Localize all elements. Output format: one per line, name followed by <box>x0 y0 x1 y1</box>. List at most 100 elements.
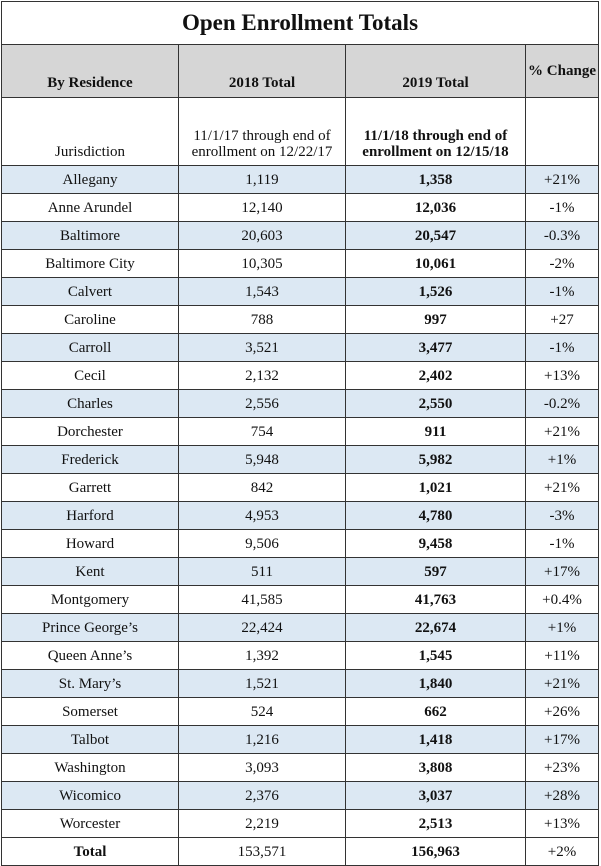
table-row: Montgomery 41,585 41,763 +0.4% <box>1 585 600 614</box>
table-row: Worcester 2,219 2,513 +13% <box>1 809 600 838</box>
table-row: Garrett 842 1,021 +21% <box>1 473 600 502</box>
table-row: Total 153,571 156,963 +2% <box>1 837 600 866</box>
table-cell: +21% <box>524 669 600 698</box>
table-cell: -1% <box>524 277 600 306</box>
table-row: Cecil 2,132 2,402 +13% <box>1 361 600 390</box>
table-cell: Carroll <box>1 333 179 362</box>
table-cell: 1,840 <box>345 669 526 698</box>
table-cell: Baltimore <box>1 221 179 250</box>
table-cell: 3,093 <box>178 753 346 782</box>
table-cell: 20,547 <box>345 221 526 250</box>
table-cell: 662 <box>345 697 526 726</box>
table-cell: 41,763 <box>345 585 526 614</box>
header-cell: By Residence <box>1 44 179 98</box>
table-cell: 842 <box>178 473 346 502</box>
table-title: Open Enrollment Totals <box>0 1 600 45</box>
table-cell: 1,119 <box>178 165 346 194</box>
table-cell: 2,132 <box>178 361 346 390</box>
table-cell: Howard <box>1 529 179 558</box>
table-cell: +23% <box>524 753 600 782</box>
table-cell: Calvert <box>1 277 179 306</box>
table-cell: Garrett <box>1 473 179 502</box>
table-cell: 5,982 <box>345 445 526 474</box>
table-cell: +1% <box>524 613 600 642</box>
table-cell: +11% <box>524 641 600 670</box>
table-cell: St. Mary’s <box>1 669 179 698</box>
table-cell: Talbot <box>1 725 179 754</box>
table-row: Dorchester 754 911 +21% <box>1 417 600 446</box>
table-row: Prince George’s 22,424 22,674 +1% <box>1 613 600 642</box>
table-cell: 1,392 <box>178 641 346 670</box>
table-body: Allegany 1,119 1,358 +21% Anne Arundel 12,140… <box>1 165 600 866</box>
table-cell: Total <box>1 837 179 866</box>
table-row: Talbot 1,216 1,418 +17% <box>1 725 600 754</box>
table-row: Kent 511 597 +17% <box>1 557 600 586</box>
table-cell: 12,140 <box>178 193 346 222</box>
table-row: Howard 9,506 9,458 -1% <box>1 529 600 558</box>
table-cell: 4,953 <box>178 501 346 530</box>
table-cell: 41,585 <box>178 585 346 614</box>
table-row: Calvert 1,543 1,526 -1% <box>1 277 600 306</box>
table-cell: 2,513 <box>345 809 526 838</box>
table-cell: 1,418 <box>345 725 526 754</box>
table-cell: Washington <box>1 753 179 782</box>
table-row: Caroline 788 997 +27 <box>1 305 600 334</box>
table-row: Baltimore 20,603 20,547 -0.3% <box>1 221 600 250</box>
table-cell: -1% <box>524 193 600 222</box>
table-cell: 2,556 <box>178 389 346 418</box>
table-row: Baltimore City 10,305 10,061 -2% <box>1 249 600 278</box>
subheader-cell: Jurisdiction <box>1 97 179 166</box>
header-cell: 2019 Total <box>345 44 526 98</box>
header-cell: 2018 Total <box>178 44 346 98</box>
table-cell: Allegany <box>1 165 179 194</box>
table-cell: 1,021 <box>345 473 526 502</box>
table-cell: +21% <box>524 473 600 502</box>
table-cell: +17% <box>524 557 600 586</box>
table-cell: 3,808 <box>345 753 526 782</box>
table-row: Queen Anne’s 1,392 1,545 +11% <box>1 641 600 670</box>
table-cell: 1,543 <box>178 277 346 306</box>
table-cell: 2,402 <box>345 361 526 390</box>
table-cell: 911 <box>345 417 526 446</box>
table-cell: 5,948 <box>178 445 346 474</box>
table-row: Allegany 1,119 1,358 +21% <box>1 165 600 194</box>
table-cell: +13% <box>524 809 600 838</box>
subheader-cell: 11/1/18 through end of enrollment on 12/… <box>345 97 526 166</box>
table-cell: +26% <box>524 697 600 726</box>
table-cell: Prince George’s <box>1 613 179 642</box>
table-cell: Montgomery <box>1 585 179 614</box>
table-row: St. Mary’s 1,521 1,840 +21% <box>1 669 600 698</box>
table-cell: 997 <box>345 305 526 334</box>
table-cell: 4,780 <box>345 501 526 530</box>
table-cell: Baltimore City <box>1 249 179 278</box>
table-cell: Frederick <box>1 445 179 474</box>
table-row: Washington 3,093 3,808 +23% <box>1 753 600 782</box>
subheader-cell <box>524 97 600 166</box>
table-cell: +21% <box>524 417 600 446</box>
table-row: Frederick 5,948 5,982 +1% <box>1 445 600 474</box>
table-cell: +28% <box>524 781 600 810</box>
header-cell: % Change <box>524 44 600 98</box>
table-row: Harford 4,953 4,780 -3% <box>1 501 600 530</box>
table-cell: 3,477 <box>345 333 526 362</box>
table-cell: Worcester <box>1 809 179 838</box>
table-cell: 2,219 <box>178 809 346 838</box>
table-cell: 754 <box>178 417 346 446</box>
table-cell: 1,216 <box>178 725 346 754</box>
table-cell: -0.3% <box>524 221 600 250</box>
table-cell: Caroline <box>1 305 179 334</box>
table-row: Somerset 524 662 +26% <box>1 697 600 726</box>
table-cell: 1,358 <box>345 165 526 194</box>
table-cell: +21% <box>524 165 600 194</box>
table-cell: Dorchester <box>1 417 179 446</box>
table-cell: +0.4% <box>524 585 600 614</box>
table-cell: -1% <box>524 333 600 362</box>
table-cell: Somerset <box>1 697 179 726</box>
table-cell: 22,674 <box>345 613 526 642</box>
table-cell: 2,376 <box>178 781 346 810</box>
table-cell: 597 <box>345 557 526 586</box>
table-cell: Kent <box>1 557 179 586</box>
table-row: Charles 2,556 2,550 -0.2% <box>1 389 600 418</box>
